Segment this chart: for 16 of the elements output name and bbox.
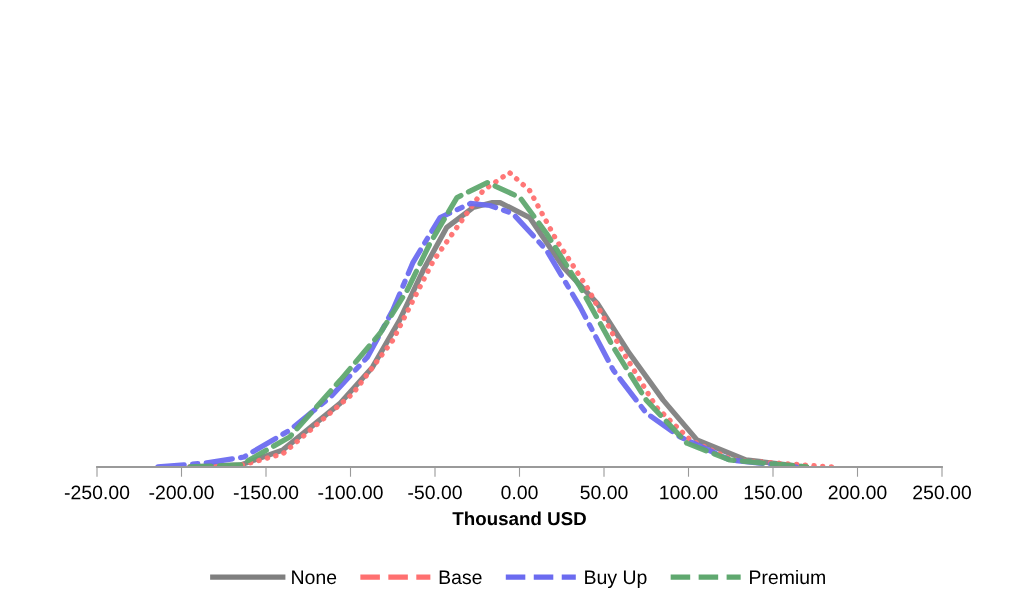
x-tick-label: -200.00 [149, 485, 214, 500]
x-tick-label: -250.00 [64, 485, 130, 500]
legend-label: Base [439, 570, 482, 585]
x-axis-title: Thousand USD [452, 511, 586, 526]
x-tick-label: 50.00 [580, 485, 628, 500]
x-tick-label: 200.00 [828, 485, 887, 500]
x-tick-label: -150.00 [233, 485, 299, 500]
legend-label: Buy Up [585, 570, 647, 589]
x-tick-label: 100.00 [660, 485, 718, 500]
legend-label: None [292, 570, 337, 585]
x-tick-label: -50.00 [408, 485, 462, 500]
x-tick-label: 250.00 [913, 485, 971, 500]
x-tick-label: 150.00 [744, 485, 802, 500]
legend-label: Premium [750, 569, 825, 585]
x-tick-label: -100.00 [318, 485, 383, 500]
x-tick-label: 0.00 [501, 485, 538, 500]
